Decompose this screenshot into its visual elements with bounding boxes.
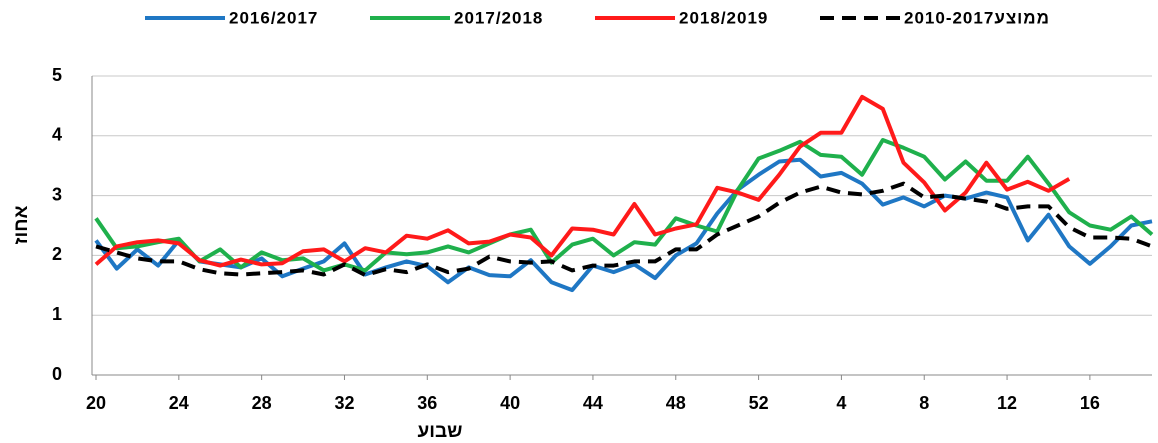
x-tick-label: 36 bbox=[417, 393, 437, 413]
y-tick-label: 2 bbox=[52, 244, 62, 264]
x-tick-label: 28 bbox=[252, 393, 272, 413]
y-tick-label: 1 bbox=[52, 304, 62, 324]
series-line bbox=[95, 181, 1153, 278]
x-tick-label: 48 bbox=[666, 393, 686, 413]
series-line bbox=[94, 157, 1153, 293]
legend-label: 2016/2017 bbox=[229, 8, 318, 27]
x-tick-label: 24 bbox=[169, 393, 189, 413]
legend-label: ממוצע2010-2017 bbox=[904, 8, 1050, 27]
x-tick-label: 40 bbox=[500, 393, 520, 413]
x-tick-label: 52 bbox=[749, 393, 769, 413]
x-tick-label: 12 bbox=[997, 393, 1017, 413]
y-tick-label: 0 bbox=[52, 364, 62, 384]
x-tick-label: 8 bbox=[919, 393, 929, 413]
y-tick-label: 4 bbox=[52, 125, 62, 145]
series-line bbox=[94, 138, 1154, 273]
x-tick-label: 16 bbox=[1080, 393, 1100, 413]
y-tick-label: 3 bbox=[52, 184, 62, 204]
x-tick-label: 32 bbox=[334, 393, 354, 413]
x-axis-title: שבוע bbox=[418, 421, 463, 442]
legend-label: 2017/2018 bbox=[454, 8, 543, 27]
y-axis-title: אחוז bbox=[11, 205, 32, 244]
x-tick-label: 20 bbox=[86, 393, 106, 413]
x-tick-label: 4 bbox=[836, 393, 846, 413]
y-tick-label: 5 bbox=[52, 65, 62, 85]
legend-label: 2018/2019 bbox=[679, 8, 768, 27]
x-tick-label: 44 bbox=[583, 393, 603, 413]
series-line bbox=[94, 94, 1071, 268]
